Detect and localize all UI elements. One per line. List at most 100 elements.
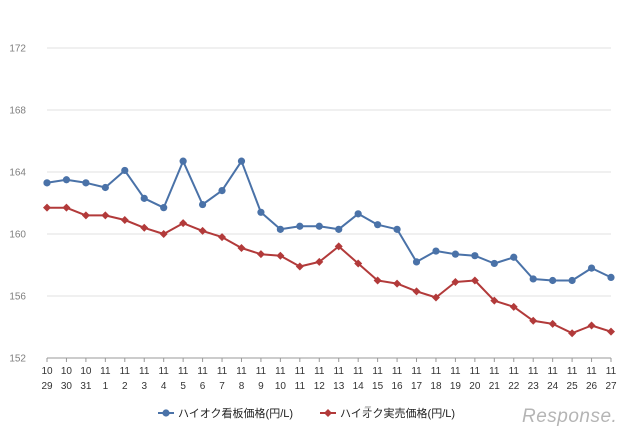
data-point bbox=[607, 327, 615, 336]
y-tick-label: 168 bbox=[9, 106, 26, 117]
x-tick-day: 21 bbox=[489, 381, 501, 392]
x-tick-month: 11 bbox=[217, 366, 228, 377]
data-point bbox=[140, 194, 148, 202]
x-tick-day: 22 bbox=[508, 381, 520, 392]
data-point bbox=[276, 251, 285, 260]
data-point bbox=[374, 221, 382, 229]
x-tick-month: 11 bbox=[567, 366, 578, 377]
x-tick-day: 27 bbox=[605, 381, 617, 392]
data-point bbox=[587, 264, 596, 272]
data-point bbox=[121, 166, 129, 175]
data-point bbox=[549, 276, 557, 285]
data-point bbox=[237, 243, 246, 252]
x-tick-month: 11 bbox=[489, 366, 500, 377]
data-point bbox=[256, 250, 265, 259]
data-point bbox=[335, 225, 343, 233]
x-tick-day: 3 bbox=[141, 381, 147, 392]
data-point bbox=[257, 208, 265, 216]
data-point bbox=[120, 216, 129, 225]
x-tick-day: 18 bbox=[430, 381, 442, 392]
x-tick-day: 15 bbox=[372, 381, 384, 392]
data-point bbox=[101, 183, 109, 192]
data-point bbox=[568, 276, 576, 285]
data-point bbox=[82, 179, 90, 187]
legend-marker bbox=[324, 409, 332, 417]
data-point bbox=[81, 211, 90, 220]
response-logo: Response. bbox=[362, 406, 617, 427]
x-tick-month: 11 bbox=[411, 366, 422, 377]
x-tick-day: 29 bbox=[41, 381, 53, 392]
x-tick-day: 23 bbox=[528, 381, 540, 392]
x-tick-month: 11 bbox=[139, 366, 150, 377]
data-point bbox=[431, 293, 440, 302]
x-tick-month: 10 bbox=[41, 366, 53, 377]
x-tick-month: 11 bbox=[275, 366, 286, 377]
x-tick-month: 11 bbox=[606, 366, 617, 377]
x-axis-ticks: 1029103010311111121131141151161171181191… bbox=[41, 358, 617, 392]
logo-bar-2 bbox=[362, 411, 370, 414]
legend-item-1: ハイオク看板価格(円/L) bbox=[158, 406, 293, 420]
data-point bbox=[237, 157, 246, 165]
data-point bbox=[276, 225, 284, 233]
x-tick-month: 11 bbox=[158, 366, 169, 377]
x-tick-month: 11 bbox=[431, 366, 442, 377]
x-tick-month: 11 bbox=[236, 366, 247, 377]
x-tick-day: 2 bbox=[122, 381, 128, 392]
x-tick-day: 10 bbox=[275, 381, 287, 392]
response-logo-text: Response. bbox=[522, 406, 617, 427]
x-tick-month: 11 bbox=[547, 366, 558, 377]
x-tick-month: 11 bbox=[197, 366, 208, 377]
x-tick-day: 1 bbox=[103, 381, 109, 392]
x-tick-day: 5 bbox=[180, 381, 186, 392]
x-tick-day: 8 bbox=[239, 381, 245, 392]
x-tick-day: 31 bbox=[80, 381, 92, 392]
data-point bbox=[179, 219, 188, 228]
data-point bbox=[471, 252, 479, 260]
x-tick-day: 20 bbox=[469, 381, 481, 392]
x-tick-day: 24 bbox=[547, 381, 559, 392]
y-tick-label: 156 bbox=[9, 292, 26, 303]
data-point bbox=[470, 276, 479, 285]
data-point bbox=[354, 210, 362, 218]
x-tick-month: 11 bbox=[528, 366, 539, 377]
x-tick-month: 11 bbox=[509, 366, 520, 377]
data-point bbox=[198, 200, 207, 209]
data-point bbox=[43, 203, 51, 212]
y-tick-label: 152 bbox=[9, 354, 26, 365]
x-tick-month: 11 bbox=[372, 366, 383, 377]
data-point bbox=[160, 204, 168, 212]
x-tick-day: 14 bbox=[353, 381, 365, 392]
data-point bbox=[62, 176, 71, 184]
x-tick-day: 6 bbox=[200, 381, 206, 392]
data-point bbox=[432, 247, 440, 255]
x-tick-month: 11 bbox=[295, 366, 306, 377]
data-point bbox=[373, 276, 382, 285]
x-tick-day: 13 bbox=[333, 381, 345, 392]
data-point bbox=[393, 225, 401, 233]
data-point bbox=[101, 211, 110, 220]
legend: ハイオク看板価格(円/L) ハイオク実売価格(円/L) bbox=[158, 406, 455, 420]
data-point bbox=[607, 273, 615, 281]
x-tick-day: 26 bbox=[586, 381, 598, 392]
data-point bbox=[140, 223, 149, 232]
series-line bbox=[46, 160, 612, 282]
data-point bbox=[354, 259, 363, 268]
legend-label: ハイオク看板価格(円/L) bbox=[178, 406, 293, 420]
data-point bbox=[198, 226, 207, 235]
data-point bbox=[412, 287, 421, 296]
data-point bbox=[159, 230, 168, 238]
x-tick-month: 11 bbox=[178, 366, 189, 377]
x-tick-day: 12 bbox=[314, 381, 326, 392]
data-point bbox=[179, 157, 187, 165]
x-tick-month: 11 bbox=[392, 366, 403, 377]
data-point bbox=[490, 296, 499, 305]
data-point bbox=[315, 222, 323, 230]
x-tick-month: 11 bbox=[450, 366, 461, 377]
x-tick-month: 11 bbox=[586, 366, 597, 377]
data-point bbox=[218, 233, 227, 242]
data-point bbox=[393, 279, 402, 288]
x-tick-day: 11 bbox=[295, 381, 306, 392]
data-point bbox=[529, 275, 537, 283]
series-line bbox=[47, 206, 612, 335]
